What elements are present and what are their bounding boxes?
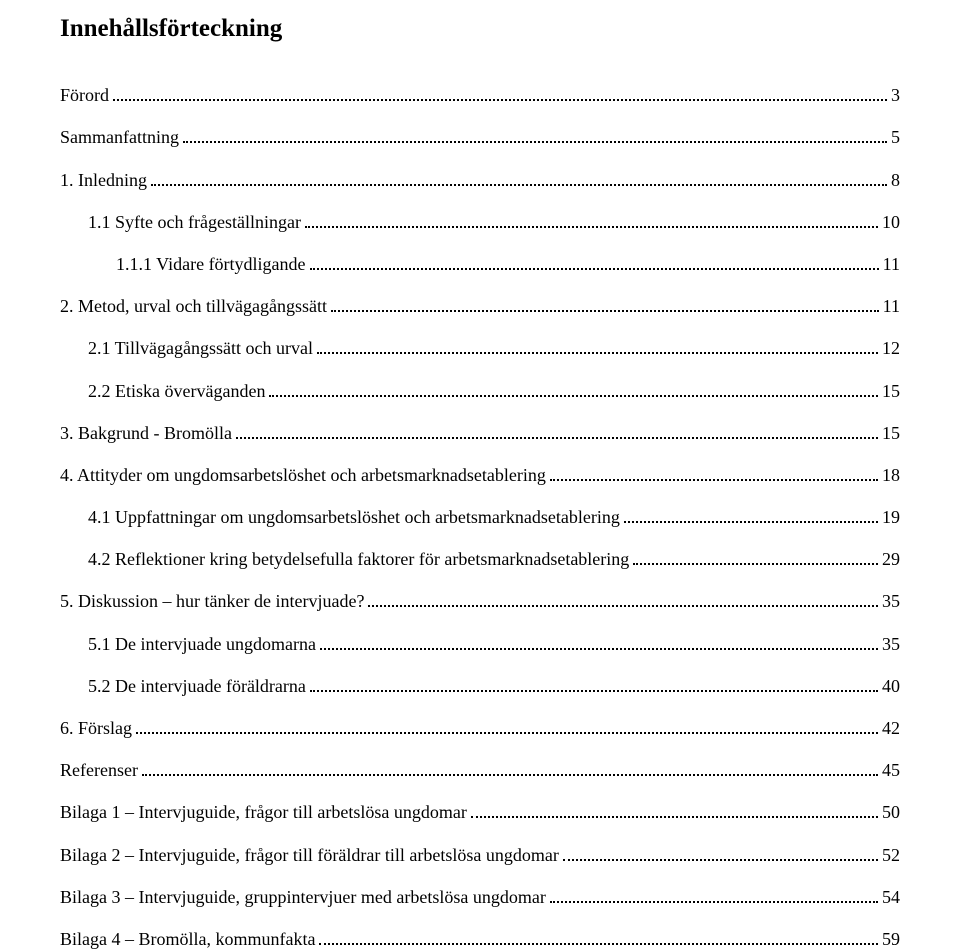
toc-leader-dots: [368, 589, 878, 607]
toc-entry: 5.2 De intervjuade föräldrarna 40: [88, 674, 900, 697]
toc-entry: Bilaga 3 – Intervjuguide, gruppintervjue…: [60, 885, 900, 908]
toc-leader-dots: [151, 167, 887, 185]
toc-entry-page: 52: [882, 845, 900, 866]
toc-entry: Referenser 45: [60, 758, 900, 781]
toc-entry-page: 19: [882, 507, 900, 528]
toc-entry-label: 1. Inledning: [60, 170, 147, 191]
toc-leader-dots: [331, 294, 879, 312]
toc-leader-dots: [563, 842, 878, 860]
table-of-contents: Förord 3 Sammanfattning 5 1. Inledning 8 1.1 S…: [60, 83, 900, 950]
toc-entry-page: 29: [882, 549, 900, 570]
toc-entry-label: Bilaga 1 – Intervjuguide, frågor till ar…: [60, 802, 467, 823]
toc-entry-label: 5.1 De intervjuade ungdomarna: [88, 634, 316, 655]
toc-entry-page: 42: [882, 718, 900, 739]
toc-entry: 2.2 Etiska överväganden 15: [88, 378, 900, 401]
toc-entry-page: 15: [882, 423, 900, 444]
toc-entry: 2.1 Tillvägagångssätt och urval 12: [88, 336, 900, 359]
toc-leader-dots: [550, 885, 878, 903]
toc-leader-dots: [183, 125, 887, 143]
toc-entry-label: 2.2 Etiska överväganden: [88, 381, 265, 402]
toc-entry-label: 1.1.1 Vidare förtydligande: [116, 254, 306, 275]
toc-entry-label: 1.1 Syfte och frågeställningar: [88, 212, 301, 233]
toc-entry-label: Referenser: [60, 760, 138, 781]
toc-entry: 1.1 Syfte och frågeställningar 10: [88, 210, 900, 233]
toc-leader-dots: [236, 421, 878, 439]
toc-leader-dots: [305, 210, 878, 228]
toc-entry: Bilaga 1 – Intervjuguide, frågor till ar…: [60, 800, 900, 823]
toc-entry-page: 59: [882, 929, 900, 950]
toc-entry: 4. Attityder om ungdomsarbetslöshet och …: [60, 463, 900, 486]
toc-leader-dots: [317, 336, 878, 354]
toc-entry-label: 5. Diskussion – hur tänker de intervjuad…: [60, 591, 364, 612]
toc-entry-page: 11: [883, 296, 900, 317]
toc-entry-page: 50: [882, 802, 900, 823]
toc-entry: 3. Bakgrund - Bromölla 15: [60, 421, 900, 444]
toc-entry: 2. Metod, urval och tillvägagångssätt 11: [60, 294, 900, 317]
toc-entry-label: 4. Attityder om ungdomsarbetslöshet och …: [60, 465, 546, 486]
toc-entry-page: 8: [891, 170, 900, 191]
toc-entry-page: 10: [882, 212, 900, 233]
toc-entry-label: 4.2 Reflektioner kring betydelsefulla fa…: [88, 549, 629, 570]
document-page: Innehållsförteckning Förord 3 Sammanfattni…: [0, 0, 960, 936]
toc-leader-dots: [471, 800, 878, 818]
toc-entry-label: Bilaga 2 – Intervjuguide, frågor till fö…: [60, 845, 559, 866]
toc-entry-page: 12: [882, 338, 900, 359]
toc-leader-dots: [310, 252, 879, 270]
toc-entry-label: 2. Metod, urval och tillvägagångssätt: [60, 296, 327, 317]
toc-entry-label: 2.1 Tillvägagångssätt och urval: [88, 338, 313, 359]
toc-leader-dots: [310, 674, 878, 692]
toc-entry: Sammanfattning 5: [60, 125, 900, 148]
toc-entry-page: 54: [882, 887, 900, 908]
toc-entry-label: 5.2 De intervjuade föräldrarna: [88, 676, 306, 697]
toc-entry-label: Förord: [60, 85, 109, 106]
toc-leader-dots: [113, 83, 887, 101]
toc-entry: 5. Diskussion – hur tänker de intervjuad…: [60, 589, 900, 612]
toc-leader-dots: [320, 631, 878, 649]
toc-entry-page: 3: [891, 85, 900, 106]
toc-leader-dots: [136, 716, 878, 734]
toc-entry-page: 35: [882, 634, 900, 655]
toc-entry: 1.1.1 Vidare förtydligande 11: [116, 252, 900, 275]
toc-entry-label: Bilaga 3 – Intervjuguide, gruppintervjue…: [60, 887, 546, 908]
toc-entry: Bilaga 2 – Intervjuguide, frågor till fö…: [60, 842, 900, 865]
toc-entry-page: 45: [882, 760, 900, 781]
toc-entry-page: 35: [882, 591, 900, 612]
toc-entry: 6. Förslag 42: [60, 716, 900, 739]
toc-entry-label: Bilaga 4 – Bromölla, kommunfakta: [60, 929, 315, 950]
toc-entry-label: 3. Bakgrund - Bromölla: [60, 423, 232, 444]
toc-leader-dots: [633, 547, 878, 565]
toc-entry-label: Sammanfattning: [60, 127, 179, 148]
toc-entry-page: 15: [882, 381, 900, 402]
toc-entry: Förord 3: [60, 83, 900, 106]
toc-entry: 4.1 Uppfattningar om ungdomsarbetslöshet…: [88, 505, 900, 528]
toc-entry: 5.1 De intervjuade ungdomarna 35: [88, 631, 900, 654]
toc-entry: 1. Inledning 8: [60, 167, 900, 190]
toc-entry-page: 18: [882, 465, 900, 486]
toc-entry: 4.2 Reflektioner kring betydelsefulla fa…: [88, 547, 900, 570]
toc-entry-label: 6. Förslag: [60, 718, 132, 739]
toc-leader-dots: [142, 758, 878, 776]
toc-leader-dots: [550, 463, 878, 481]
toc-title: Innehållsförteckning: [60, 15, 900, 43]
toc-leader-dots: [624, 505, 878, 523]
toc-entry-page: 40: [882, 676, 900, 697]
toc-entry-label: 4.1 Uppfattningar om ungdomsarbetslöshet…: [88, 507, 620, 528]
toc-entry-page: 5: [891, 127, 900, 148]
toc-entry: Bilaga 4 – Bromölla, kommunfakta 59: [60, 927, 900, 950]
toc-entry-page: 11: [883, 254, 900, 275]
toc-leader-dots: [269, 378, 878, 396]
